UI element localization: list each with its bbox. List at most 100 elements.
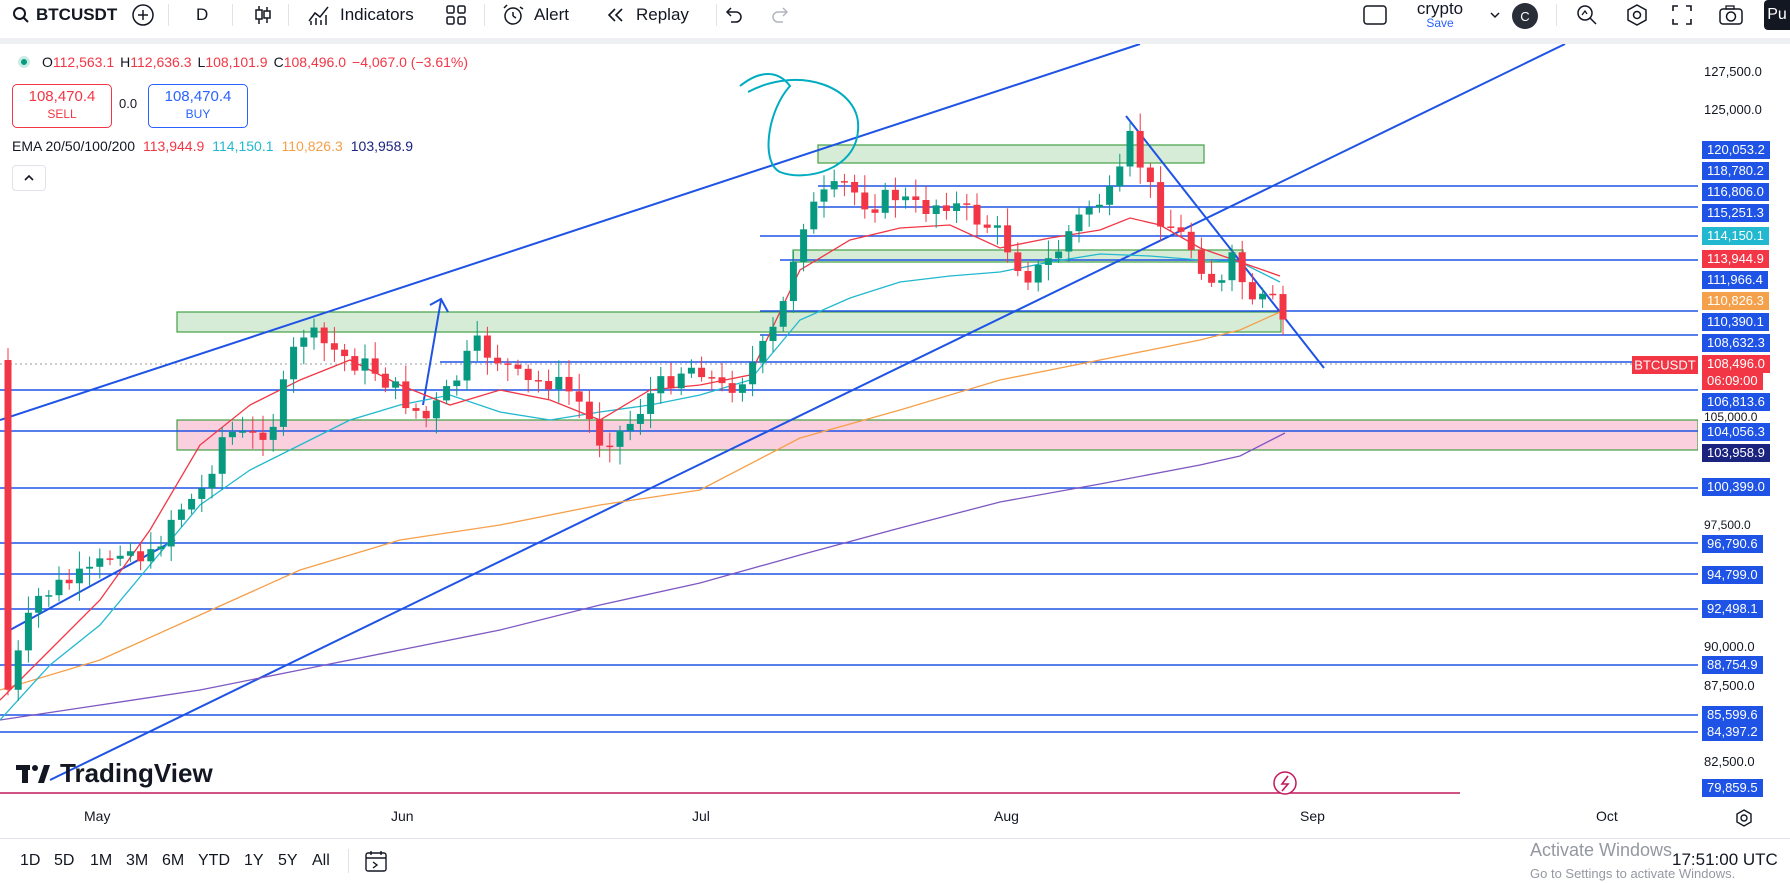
level-tag: 88,754.9 <box>1702 656 1763 674</box>
camera-icon[interactable] <box>1718 2 1744 28</box>
range-all[interactable]: All <box>312 852 330 869</box>
range-3m[interactable]: 3M <box>126 852 149 869</box>
indicators-button[interactable]: Indicators <box>306 0 414 30</box>
candle-body <box>1238 252 1246 283</box>
candle-body <box>208 473 216 489</box>
time-label: Oct <box>1596 808 1618 824</box>
publish-button[interactable]: Pu <box>1764 0 1790 30</box>
ema-label: EMA 20/50/100/200 <box>12 138 135 154</box>
avatar[interactable]: C <box>1512 3 1538 29</box>
price-scale[interactable]: 127,500.0 125,000.0 105,000.0 97,500.0 9… <box>1698 44 1790 802</box>
resistance-zone-120k <box>817 144 1205 164</box>
tradingview-logo: TradingView <box>16 758 213 789</box>
level-tag: 115,251.3 <box>1702 204 1769 222</box>
candles-icon[interactable] <box>250 2 276 28</box>
candle-body <box>249 431 257 433</box>
candle-body <box>45 595 53 597</box>
range-1y[interactable]: 1Y <box>244 852 264 869</box>
time-label: May <box>84 808 111 824</box>
candle-body <box>1208 273 1216 283</box>
change-value: −4,067.0 (−3.61%) <box>352 54 469 70</box>
candle-body <box>137 551 145 562</box>
candle-body <box>1065 231 1073 252</box>
candle-body <box>891 189 899 201</box>
ohlc-legend: O 112,563.1 H 112,636.3 L 108,101.9 C 108,49… <box>18 54 468 70</box>
level-tag: 100,399.0 <box>1702 478 1770 496</box>
settings-icon[interactable] <box>1624 2 1650 28</box>
candle-body <box>708 377 716 379</box>
redo-icon[interactable] <box>768 2 794 28</box>
candle-body <box>1014 252 1022 272</box>
candle-body <box>1177 227 1185 232</box>
level-tag: 108,632.3 <box>1702 334 1770 352</box>
candle-body <box>1187 231 1195 250</box>
range-ytd[interactable]: YTD <box>198 852 230 869</box>
axis-settings-icon[interactable] <box>1734 808 1754 828</box>
layout-menu[interactable]: crypto Save <box>1408 0 1472 29</box>
candle-body <box>239 431 247 433</box>
symbol-search[interactable]: BTCUSDT <box>8 0 117 30</box>
candle-body <box>1044 258 1052 265</box>
templates-icon[interactable] <box>443 2 469 28</box>
sell-price: 108,470.4 <box>28 88 96 105</box>
range-1d[interactable]: 1D <box>20 852 41 869</box>
low-label: L <box>197 54 206 70</box>
interval-button[interactable]: D <box>196 0 208 30</box>
last-price-tag: 108,496.0 <box>1702 355 1770 373</box>
level-tag: 79,859.5 <box>1702 779 1763 797</box>
time-label: Sep <box>1300 808 1325 824</box>
time-label: Jun <box>391 808 414 824</box>
collapse-legend-button[interactable] <box>12 165 46 191</box>
alert-label: Alert <box>534 5 569 24</box>
market-status-icon <box>18 56 30 68</box>
candle-body <box>667 376 675 389</box>
undo-icon[interactable] <box>720 2 746 28</box>
sell-button[interactable]: 108,470.4 SELL <box>12 84 112 128</box>
support-zone-110k <box>176 311 1282 333</box>
ema-legend[interactable]: EMA 20/50/100/200 113,944.9 114,150.1 11… <box>12 138 413 154</box>
candle-body <box>810 201 818 230</box>
price-label: 82,500.0 <box>1704 754 1755 769</box>
alert-icon <box>500 2 526 28</box>
date-range-icon[interactable] <box>364 849 388 873</box>
candle-body <box>75 568 83 584</box>
event-badge[interactable] <box>1273 771 1297 795</box>
level-tag: 92,498.1 <box>1702 600 1763 618</box>
layout-icon[interactable] <box>1362 2 1388 28</box>
range-6m[interactable]: 6M <box>162 852 185 869</box>
time-axis[interactable]: May Jun Jul Aug Sep Oct <box>0 802 1790 832</box>
range-5y[interactable]: 5Y <box>278 852 298 869</box>
sell-label: SELL <box>47 107 77 121</box>
ema100-tag: 110,826.3 <box>1702 292 1769 310</box>
range-5d[interactable]: 5D <box>54 852 75 869</box>
replay-button[interactable]: Replay <box>602 0 689 30</box>
level-tag: 104,056.3 <box>1702 423 1770 441</box>
candle-body <box>269 426 277 440</box>
range-1m[interactable]: 1M <box>90 852 113 869</box>
fullscreen-icon[interactable] <box>1669 2 1695 28</box>
candle-body <box>861 192 869 210</box>
candle-body <box>330 343 338 350</box>
candlestick-series <box>4 113 1287 701</box>
price-chart[interactable]: BTCUSDT <box>0 44 1698 802</box>
add-symbol-icon[interactable] <box>130 2 156 28</box>
candle-body <box>1228 252 1236 281</box>
candle-body <box>626 423 634 431</box>
candle-body <box>534 380 542 382</box>
candle-body <box>65 579 73 584</box>
utc-clock[interactable]: 17:51:00 UTC <box>1672 850 1778 869</box>
high-label: H <box>120 54 131 70</box>
buy-button[interactable]: 108,470.4 BUY <box>148 84 248 128</box>
alert-button[interactable]: Alert <box>500 0 569 30</box>
ema50-value: 114,150.1 <box>212 138 274 154</box>
candle-body <box>1269 293 1277 296</box>
candle-body <box>1116 166 1124 187</box>
candle-body <box>922 199 930 214</box>
layout-name: crypto <box>1416 0 1464 18</box>
chevron-down-icon[interactable] <box>1482 2 1508 28</box>
candle-body <box>1126 130 1134 167</box>
layout-save: Save <box>1426 16 1454 30</box>
candle-body <box>596 419 604 446</box>
quick-search-icon[interactable] <box>1574 2 1600 28</box>
replay-label: Replay <box>636 5 689 24</box>
